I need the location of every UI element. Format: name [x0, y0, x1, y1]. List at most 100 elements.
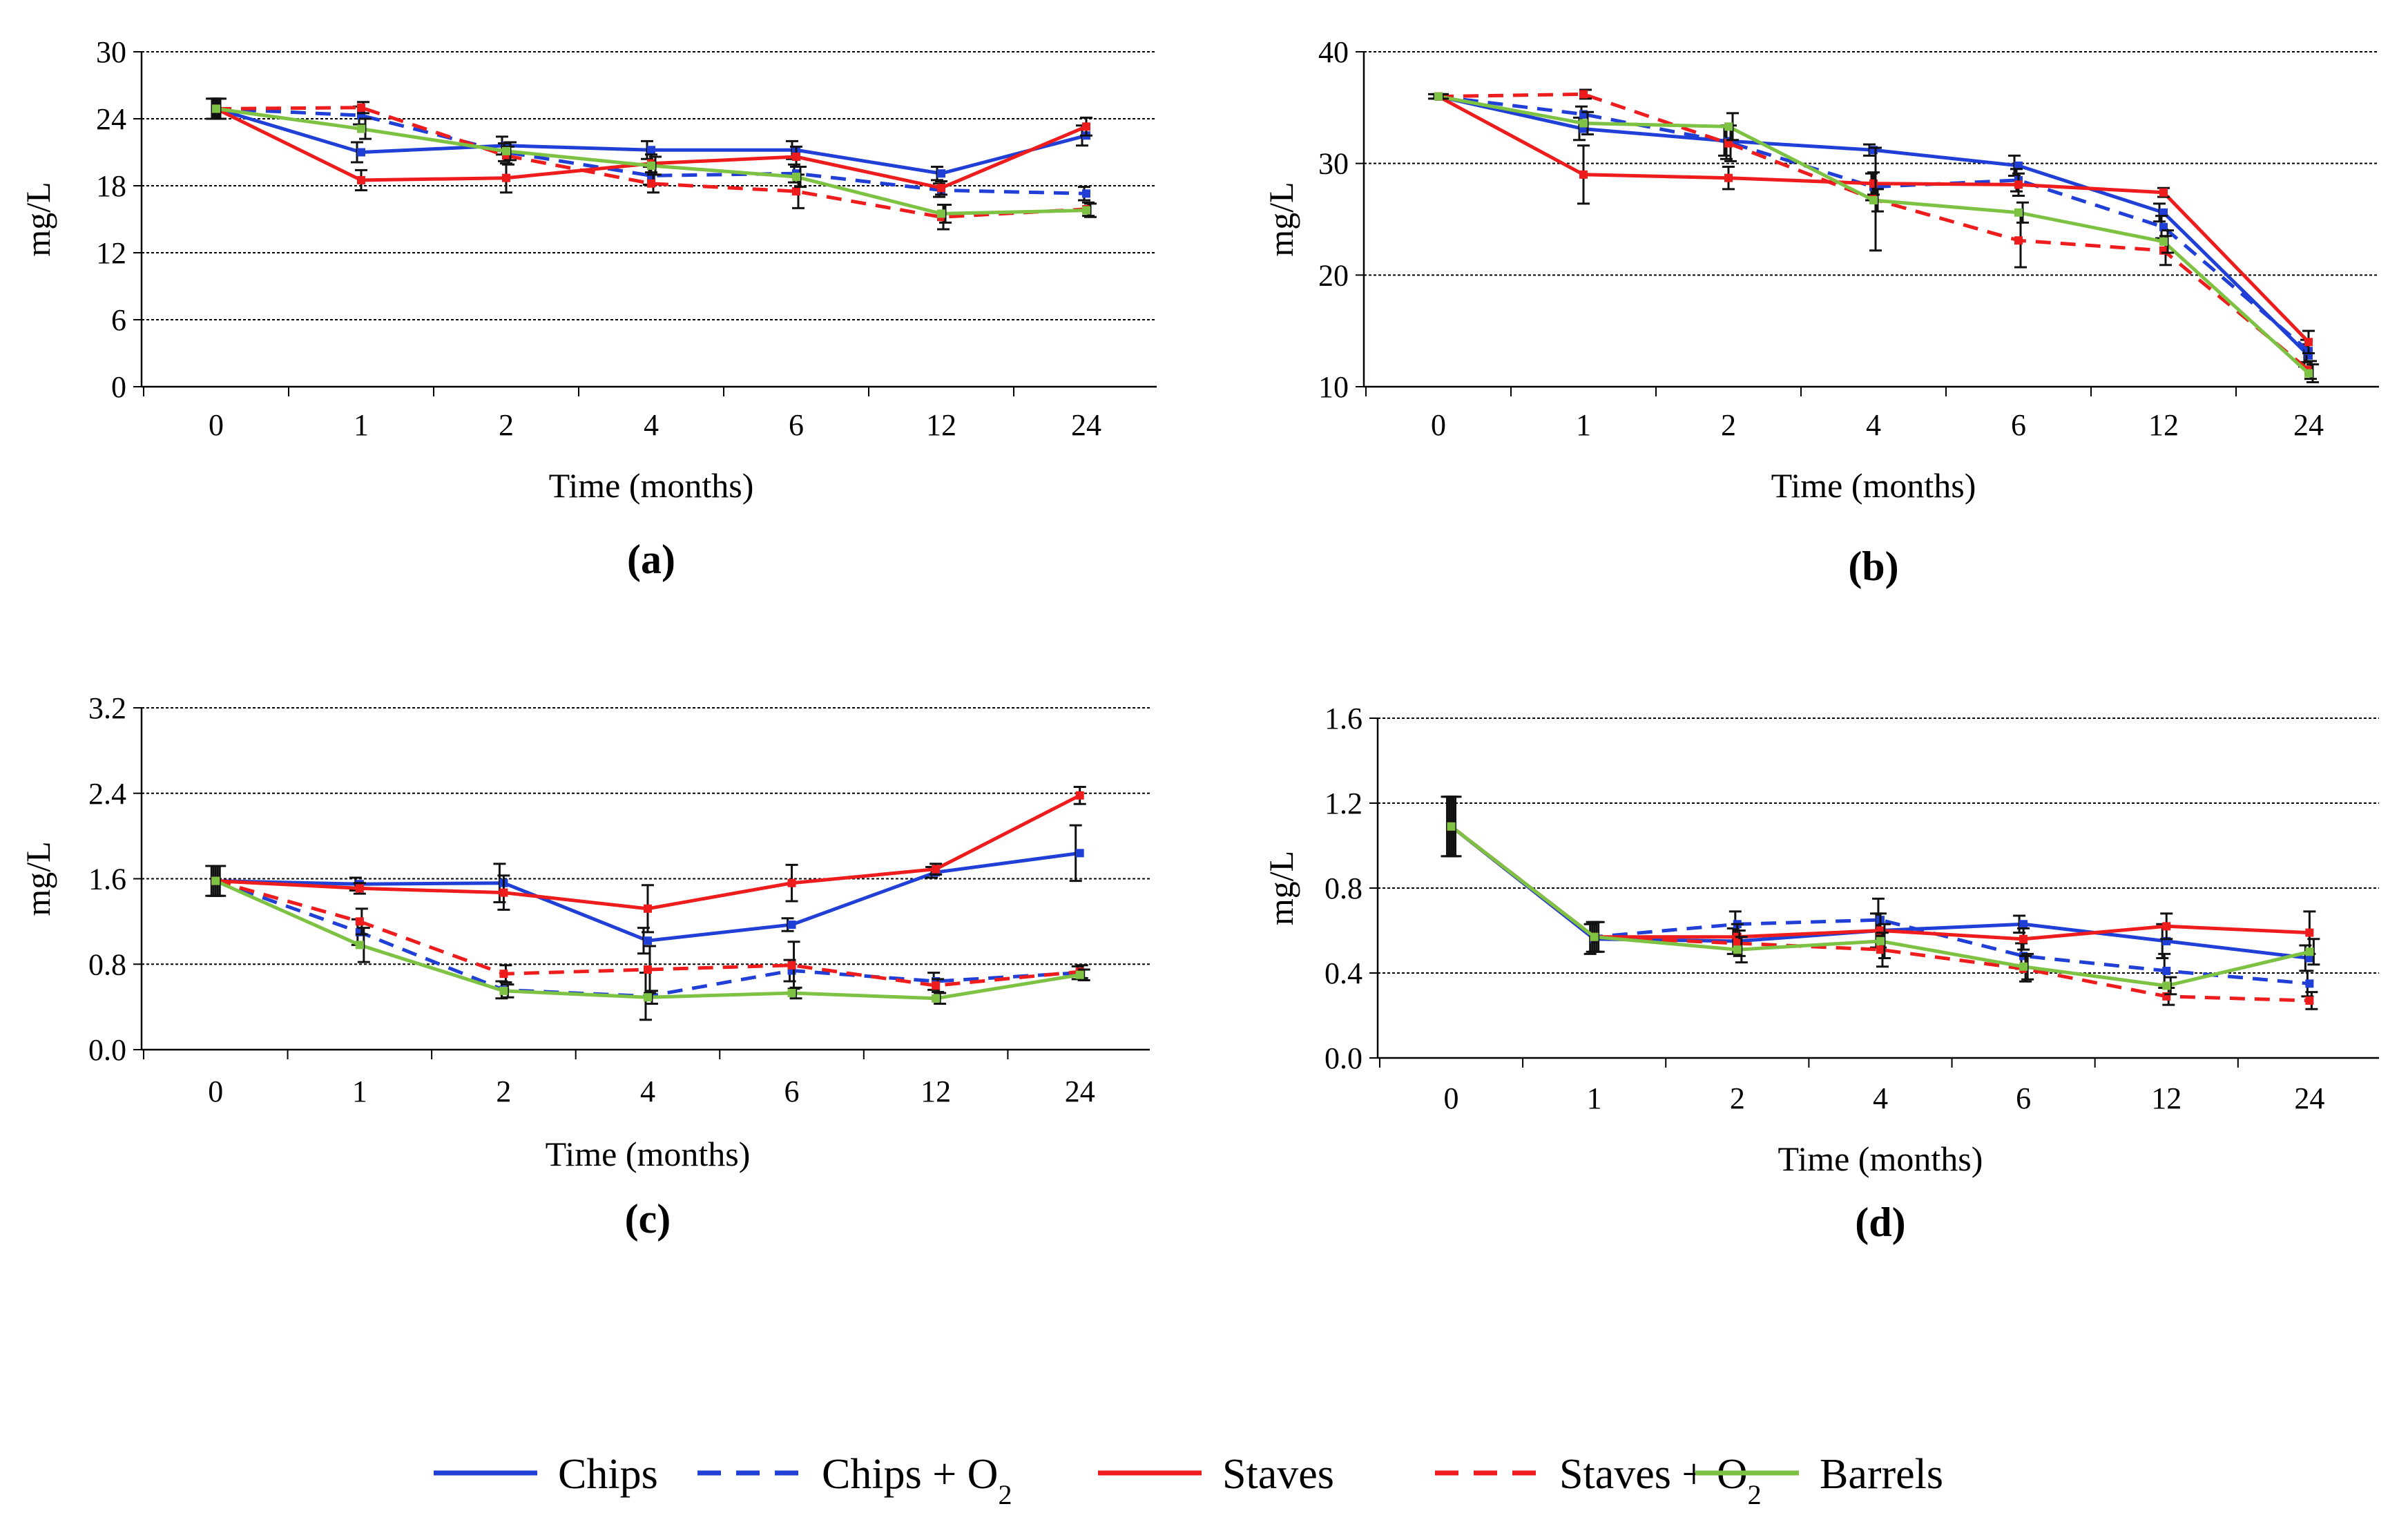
y-axis-label: mg/L	[1262, 182, 1300, 256]
x-tick-label: 6	[789, 408, 804, 442]
data-point	[2019, 920, 2028, 929]
data-point	[647, 161, 655, 170]
legend-label-1: Chips + O2	[822, 1451, 1012, 1510]
data-point	[2162, 922, 2171, 931]
series-line-3	[1438, 92, 2310, 372]
data-point	[502, 173, 510, 182]
x-tick-label: 2	[499, 408, 514, 442]
data-point	[1733, 945, 1742, 954]
y-axis-label: mg/L	[19, 182, 57, 256]
data-point	[1082, 189, 1090, 198]
x-tick-label: 6	[784, 1075, 800, 1108]
data-point	[792, 173, 800, 182]
data-point	[1724, 173, 1733, 182]
x-tick-label: 1	[354, 408, 369, 442]
legend-label-subscript: 2	[1748, 1479, 1762, 1510]
x-tick-label: 0	[208, 1075, 223, 1108]
data-point	[643, 965, 652, 974]
data-point	[1724, 139, 1733, 148]
y-tick-label: 1.6	[88, 863, 126, 896]
data-point	[937, 169, 945, 178]
data-point	[2014, 208, 2023, 217]
data-point	[792, 152, 800, 161]
data-point	[2305, 979, 2314, 988]
x-tick-label: 12	[2148, 408, 2179, 442]
series-line-0	[1438, 95, 2310, 357]
data-point	[932, 994, 941, 1003]
y-tick-label: 12	[96, 236, 126, 270]
data-point	[2305, 954, 2314, 963]
data-point	[2304, 338, 2313, 347]
x-axis-label: Time (months)	[1771, 466, 1976, 505]
data-point	[1579, 119, 1588, 128]
y-tick-label: 20	[1318, 258, 1349, 292]
x-tick-label: 12	[2151, 1081, 2181, 1115]
x-tick-label: 4	[1873, 1081, 1888, 1115]
data-point	[1082, 206, 1090, 215]
data-point	[1447, 822, 1456, 831]
series-line-4	[1449, 825, 2310, 988]
y-tick-label: 30	[1318, 147, 1349, 181]
y-tick-label: 0	[111, 370, 126, 404]
x-tick-label: 4	[1866, 408, 1881, 442]
data-point	[787, 921, 796, 929]
data-point	[2159, 208, 2168, 217]
data-point	[355, 917, 364, 926]
x-axis-label: Time (months)	[549, 466, 754, 505]
data-point	[1434, 92, 1443, 101]
data-point	[2159, 222, 2168, 231]
y-tick-label: 1.2	[1325, 787, 1362, 820]
panel-label: (c)	[625, 1196, 671, 1242]
x-tick-label: 12	[921, 1075, 951, 1108]
x-tick-label: 4	[644, 408, 659, 442]
x-tick-label: 6	[2011, 408, 2026, 442]
legend-label-text: Staves	[1222, 1451, 1334, 1498]
data-point	[1579, 90, 1588, 99]
x-tick-label: 0	[1431, 408, 1446, 442]
panel-label: (b)	[1848, 543, 1898, 589]
series-line-1	[1438, 95, 2310, 353]
x-tick-label: 24	[1071, 408, 1101, 442]
data-point	[932, 865, 941, 874]
data-point	[647, 146, 655, 155]
data-point	[502, 146, 510, 155]
y-axis-label: mg/L	[1262, 851, 1300, 925]
data-point	[2304, 369, 2313, 378]
data-point	[1579, 170, 1588, 179]
data-point	[499, 970, 508, 979]
x-tick-label: 2	[1721, 408, 1736, 442]
data-point	[499, 888, 508, 897]
data-point	[357, 175, 365, 184]
data-point	[2305, 996, 2314, 1005]
data-point	[2305, 928, 2314, 937]
x-tick-label: 12	[926, 408, 956, 442]
data-point	[643, 904, 652, 913]
data-point	[932, 981, 941, 990]
data-point	[643, 936, 652, 945]
data-point	[1724, 122, 1733, 131]
legend-label-text: Barrels	[1820, 1451, 1943, 1498]
data-point	[1876, 945, 1885, 954]
data-point	[1590, 932, 1599, 941]
data-point	[357, 124, 365, 133]
series-line-2	[1437, 95, 2310, 344]
data-point	[787, 878, 796, 887]
legend: Chips Chips + O2 Staves Staves + O2 Barrels	[434, 1451, 1943, 1510]
data-point	[787, 961, 796, 970]
data-point	[2159, 188, 2168, 197]
x-tick-label: 24	[2294, 1081, 2324, 1115]
x-tick-label: 0	[209, 408, 224, 442]
x-tick-label: 1	[1576, 408, 1591, 442]
data-point	[937, 209, 945, 218]
legend-label-3: Staves + O2	[1559, 1451, 1762, 1510]
data-point	[1075, 791, 1084, 800]
y-tick-label: 0.0	[1325, 1041, 1362, 1075]
y-tick-label: 10	[1318, 370, 1349, 404]
x-tick-label: 1	[352, 1075, 367, 1108]
data-point	[357, 148, 365, 157]
y-tick-label: 0.8	[1325, 871, 1362, 905]
data-point	[1869, 196, 1878, 205]
data-point	[2305, 947, 2314, 956]
